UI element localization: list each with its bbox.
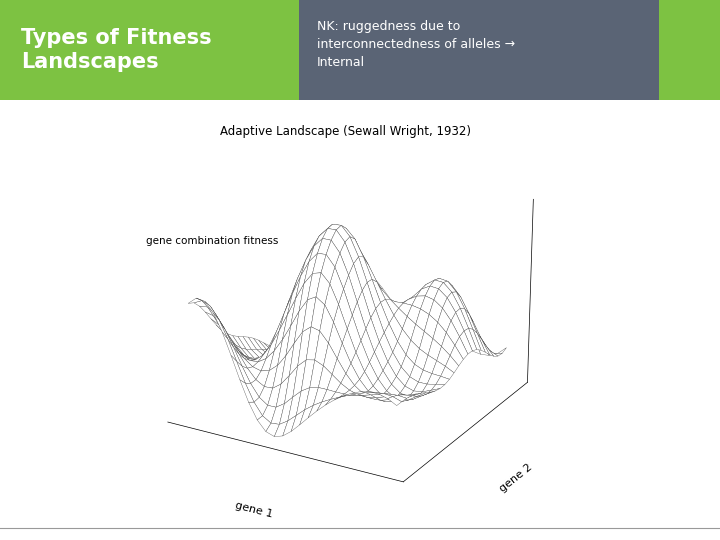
Text: gene combination fitness: gene combination fitness: [146, 236, 279, 246]
Text: NK: ruggedness due to
interconnectedness of alleles →
Internal: NK: ruggedness due to interconnectedness…: [317, 21, 515, 70]
Text: Adaptive Landscape (Sewall Wright, 1932): Adaptive Landscape (Sewall Wright, 1932): [220, 125, 471, 138]
X-axis label: gene 1: gene 1: [233, 500, 274, 519]
Text: Types of Fitness
Landscapes: Types of Fitness Landscapes: [21, 28, 212, 72]
Y-axis label: gene 2: gene 2: [498, 462, 534, 494]
